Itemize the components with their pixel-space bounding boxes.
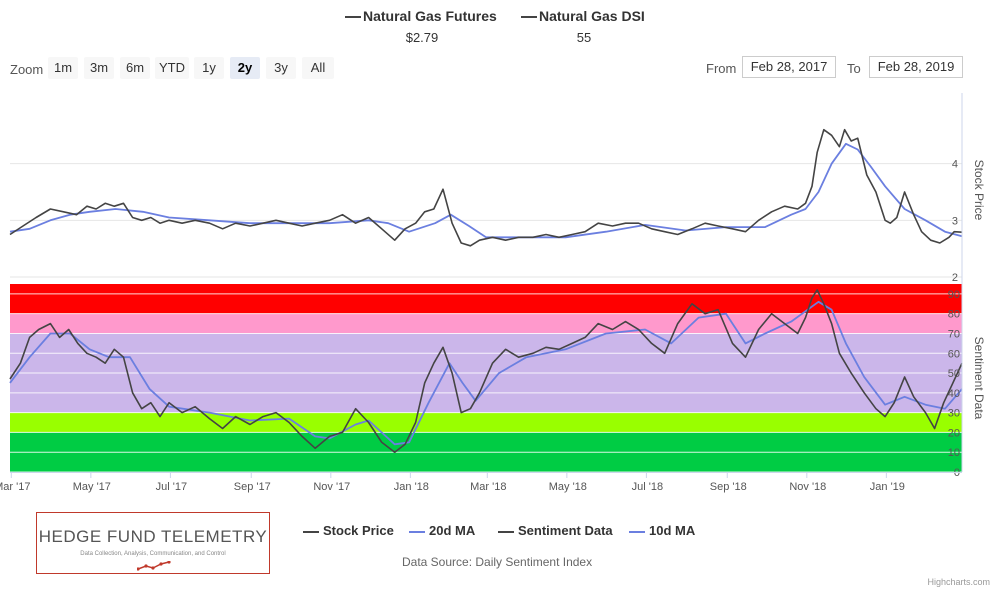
hedge-fund-telemetry-logo: HEDGE FUND TELEMETRY Data Collection, An… — [36, 512, 270, 574]
sentiment-tick-label-30: 30 — [948, 408, 960, 420]
legend-item-natural-gas-futures[interactable]: Natural Gas Futures — [345, 8, 497, 24]
y-axis-titles: Stock Price Sentiment Data — [972, 160, 986, 420]
zoom-button-3y[interactable]: 3y — [266, 57, 296, 79]
x-tick-label: Sep '17 — [234, 481, 271, 493]
sentiment-series — [9, 289, 963, 454]
logo-title: HEDGE FUND TELEMETRY — [38, 527, 268, 546]
legend-line-icon — [345, 16, 361, 19]
zoom-button-1m[interactable]: 1m — [48, 57, 78, 79]
x-axis: Mar '17 May '17 Jul '17 Sep '17 Nov '17 Jan '… — [0, 472, 962, 493]
x-tick-label: Jul '18 — [632, 481, 663, 493]
x-tick-label: Sep '18 — [710, 481, 747, 493]
price-axis-title: Stock Price — [972, 160, 986, 221]
legend-line-icon — [498, 530, 514, 533]
dsi-current-value: 55 — [576, 30, 592, 45]
sentiment-data-line — [9, 289, 963, 454]
sentiment-tick-label-10: 10 — [948, 447, 960, 459]
legend-item-stock-price[interactable]: Stock Price — [303, 523, 394, 538]
zoom-button-3m[interactable]: 3m — [84, 57, 114, 79]
legend-item-10d-ma[interactable]: 10d MA — [629, 523, 695, 538]
x-tick-label: Mar '17 — [0, 481, 30, 493]
sentiment-band-70-80 — [10, 313, 962, 334]
price-y-axis: 2 3 4 — [952, 93, 963, 472]
price-tick-label-2: 2 — [952, 272, 958, 284]
x-tick-label: Jan '18 — [394, 481, 429, 493]
legend-item-sentiment-data[interactable]: Sentiment Data — [498, 523, 613, 538]
zoom-button-all[interactable]: All — [302, 57, 334, 79]
from-date-input[interactable] — [742, 56, 836, 78]
price-tick-label-4: 4 — [952, 159, 958, 171]
legend-line-icon — [629, 530, 645, 533]
x-tick-label: Nov '18 — [789, 481, 826, 493]
ma-10d-line — [9, 300, 963, 446]
sentiment-tick-label-50: 50 — [948, 368, 960, 380]
zoom-button-ytd[interactable]: YTD — [155, 57, 189, 79]
sentiment-tick-label-80: 80 — [948, 309, 960, 321]
sentiment-tick-label-90: 90 — [948, 289, 960, 301]
legend-item-20d-ma[interactable]: 20d MA — [409, 523, 475, 538]
sentiment-tick-label-60: 60 — [948, 348, 960, 360]
sentiment-grid — [10, 293, 962, 473]
to-label: To — [847, 61, 861, 76]
legend-line-icon — [303, 530, 319, 533]
data-source-note: Data Source: Daily Sentiment Index — [402, 555, 593, 569]
sentiment-tick-label-20: 20 — [948, 427, 960, 439]
to-date-input[interactable] — [869, 56, 963, 78]
logo-subtitle: Data Collection, Analysis, Communication… — [80, 551, 226, 557]
zoom-button-6m[interactable]: 6m — [120, 57, 150, 79]
stock-price-line — [9, 128, 963, 247]
legend-line-icon — [409, 530, 425, 533]
price-series — [9, 128, 963, 247]
sentiment-band-80-100 — [10, 284, 962, 314]
highcharts-credit-link[interactable]: Highcharts.com — [927, 577, 990, 587]
trend-line-icon — [137, 561, 171, 571]
sentiment-tick-label-70: 70 — [948, 328, 960, 340]
sentiment-tick-label-40: 40 — [948, 388, 960, 400]
x-tick-label: Nov '17 — [313, 481, 350, 493]
zoom-label: Zoom — [10, 62, 44, 77]
ma-20d-line — [9, 142, 963, 239]
legend-line-icon — [521, 16, 537, 19]
x-tick-label: Jan '19 — [870, 481, 905, 493]
zoom-button-1y[interactable]: 1y — [194, 57, 224, 79]
price-tick-label-3: 3 — [952, 215, 958, 227]
x-tick-label: May '17 — [73, 481, 111, 493]
from-label: From — [706, 61, 737, 76]
x-tick-label: Jul '17 — [156, 481, 187, 493]
futures-current-value: $2.79 — [405, 30, 439, 45]
sentiment-axis-title: Sentiment Data — [972, 337, 986, 420]
zoom-button-2y[interactable]: 2y — [230, 57, 260, 79]
legend-item-natural-gas-dsi[interactable]: Natural Gas DSI — [521, 8, 645, 24]
x-tick-label: May '18 — [549, 481, 587, 493]
sentiment-band-20-30 — [10, 412, 962, 433]
price-grid — [10, 163, 962, 278]
x-tick-label: Mar '18 — [470, 481, 506, 493]
